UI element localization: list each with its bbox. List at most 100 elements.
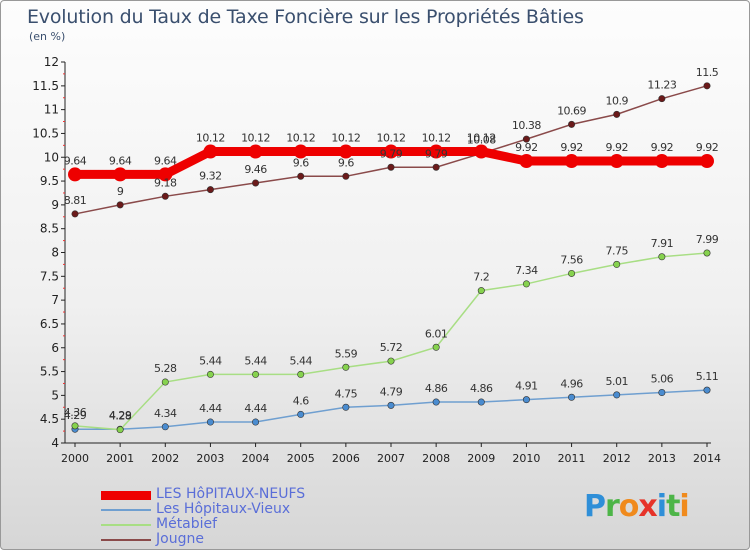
data-point [252, 370, 260, 378]
data-point [387, 163, 395, 171]
y-tick-label: 8 [51, 246, 59, 260]
data-label: 7.2 [473, 271, 489, 284]
y-tick-label: 9.5 [40, 174, 59, 188]
x-tick-label: 2008 [422, 452, 450, 465]
data-label: 9.92 [605, 141, 628, 154]
data-point [68, 167, 82, 182]
data-point [658, 253, 666, 261]
data-label: 10.12 [422, 132, 451, 145]
logo-letter: t [666, 489, 680, 524]
x-tick-label: 2004 [242, 452, 270, 465]
data-label: 5.59 [335, 347, 358, 360]
data-label: 4.29 [109, 409, 132, 422]
data-label: 7.99 [696, 233, 719, 246]
data-label: 9.92 [560, 141, 583, 154]
data-label: 4.36 [64, 406, 87, 419]
x-tick-label: 2010 [512, 452, 540, 465]
data-label: 9.46 [244, 163, 267, 176]
data-label: 7.56 [560, 253, 583, 266]
data-point [252, 179, 260, 187]
data-label: 10.12 [467, 132, 496, 145]
data-point [609, 154, 624, 169]
x-tick-label: 2012 [603, 452, 631, 465]
logo-letter: i [679, 489, 689, 524]
data-label: 4.28 [109, 410, 132, 423]
x-tick-label: 2014 [693, 452, 721, 465]
data-point [568, 120, 576, 128]
data-point [297, 172, 305, 180]
data-label: 5.06 [651, 373, 674, 386]
data-label: 4.29 [64, 409, 87, 422]
data-point [477, 287, 485, 295]
data-point [206, 418, 214, 426]
data-point [519, 154, 534, 169]
y-tick-label: 10 [44, 150, 59, 164]
data-point [387, 401, 395, 409]
x-tick-label: 2001 [106, 452, 134, 465]
y-tick-label: 7.5 [40, 269, 59, 283]
data-point [477, 398, 485, 406]
data-point [158, 167, 173, 182]
data-label: 10.38 [512, 119, 541, 132]
data-point [71, 210, 79, 218]
legend-swatch [101, 490, 151, 500]
y-tick-label: 11.5 [32, 79, 59, 93]
data-label: 9.64 [109, 154, 132, 167]
data-point [161, 378, 169, 386]
data-point [206, 370, 214, 378]
legend-swatch [101, 524, 151, 526]
data-point [658, 389, 666, 397]
data-label: 4.79 [380, 385, 403, 398]
y-tick-label: 6.5 [40, 317, 59, 331]
logo-letter: r [605, 489, 620, 524]
logo-letter: o [618, 489, 640, 524]
data-point [293, 144, 308, 159]
logo-letter: P [584, 489, 606, 524]
data-point [613, 260, 621, 268]
data-point [432, 398, 440, 406]
y-tick-label: 4.5 [40, 412, 59, 426]
data-label: 9.92 [651, 141, 674, 154]
data-point [658, 95, 666, 103]
data-point [297, 370, 305, 378]
data-label: 10.69 [557, 104, 586, 117]
x-tick-label: 2011 [558, 452, 586, 465]
data-point [613, 391, 621, 399]
x-tick-label: 2007 [377, 452, 405, 465]
data-label: 9.32 [199, 170, 222, 183]
data-point [161, 192, 169, 200]
data-label: 7.75 [605, 244, 628, 257]
data-point [522, 280, 530, 288]
legend-label: Métabief [156, 516, 218, 532]
data-label: 4.86 [470, 382, 493, 395]
x-tick-label: 2013 [648, 452, 676, 465]
data-point [116, 201, 124, 209]
data-label: 9.79 [425, 147, 448, 160]
data-label: 9.6 [293, 156, 309, 169]
data-label: 10.12 [377, 132, 406, 145]
data-point [113, 167, 128, 182]
data-label: 6.01 [425, 327, 448, 340]
data-point [297, 410, 305, 418]
y-tick-label: 8.5 [40, 222, 59, 236]
data-label: 11.23 [647, 79, 676, 92]
data-point [474, 144, 489, 159]
data-label: 10.12 [196, 132, 225, 145]
logo-letter: i [656, 489, 667, 524]
data-label: 11.5 [696, 66, 719, 79]
data-point [432, 163, 440, 171]
y-tick-label: 5 [51, 388, 59, 402]
data-label: 4.6 [293, 394, 309, 407]
data-point [384, 144, 398, 159]
y-tick-label: 7 [51, 293, 59, 307]
data-label: 10.12 [331, 132, 360, 145]
data-point [252, 418, 260, 426]
legend-label: LES HôPITAUX-NEUFS [156, 486, 306, 502]
data-label: 4.34 [154, 407, 177, 420]
data-point [338, 144, 353, 159]
data-label: 10.9 [605, 94, 628, 107]
data-label: 5.11 [696, 370, 719, 383]
data-point [429, 144, 444, 159]
